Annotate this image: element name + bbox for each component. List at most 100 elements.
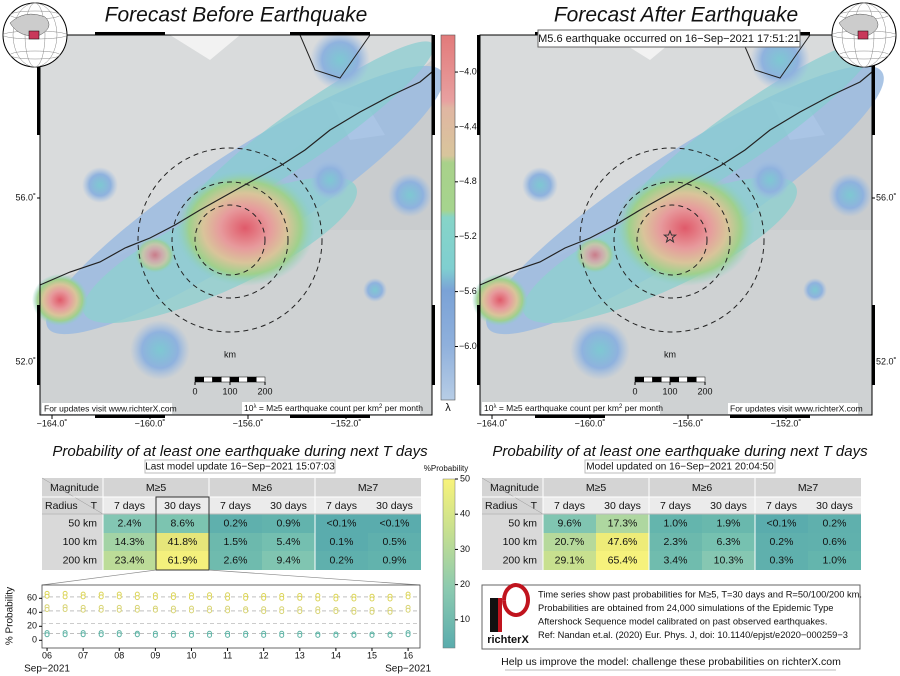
map-panel (32, 30, 444, 418)
row-label-bg (482, 514, 543, 533)
lon-tick-label: −160.0˚ (575, 418, 606, 428)
coastline (739, 34, 811, 79)
footnote-part: λ (493, 404, 496, 410)
probability-point (315, 609, 321, 615)
probability-cell (596, 514, 649, 533)
probability-point (405, 594, 411, 600)
highlight-column (155, 496, 210, 571)
probability-cell (315, 551, 368, 570)
globe-region (857, 30, 869, 40)
probability-point (279, 632, 285, 638)
header-radius: Radius (485, 500, 518, 512)
snow (170, 35, 240, 60)
probability-value: 6.3% (717, 536, 741, 548)
footnote-part: 10 (244, 403, 254, 413)
map-panel (472, 30, 884, 418)
probability-point (188, 608, 194, 614)
probability-point (279, 595, 285, 601)
probability-value: 3.4% (664, 554, 688, 566)
probability-value: 23.4% (115, 554, 145, 566)
probability-value: 2.6% (224, 554, 248, 566)
probability-cell (103, 551, 156, 570)
probability-point (98, 632, 104, 638)
probability-value: 8.6% (171, 517, 195, 529)
scale-label: 200 (257, 386, 272, 396)
x-tick-label: 11 (223, 650, 232, 660)
probability-value: 2.3% (664, 536, 688, 548)
lon-tick-label: −156.0˚ (673, 418, 704, 428)
lambda-colorbar (440, 34, 456, 401)
probability-point (80, 632, 86, 638)
colorbar-tick-label: −5.2 (459, 231, 477, 241)
probability-value: 0.1% (330, 536, 354, 548)
probability-value: 14.3% (115, 536, 145, 548)
probability-cell (808, 533, 861, 551)
footnote-box (242, 402, 420, 414)
probability-cell (156, 551, 209, 570)
info-box (481, 584, 861, 650)
colorbar-tick-label: −4.0 (459, 66, 477, 76)
scale-segment (669, 376, 679, 383)
header-days: 7 days (554, 500, 585, 512)
scale-unit: km (224, 349, 236, 359)
scale-segment (687, 376, 697, 383)
hazard-hotspot (135, 237, 175, 273)
header-magnitude-class: M≥7 (358, 482, 379, 494)
probability-point (44, 607, 50, 612)
scale-segment (212, 376, 222, 383)
frame-bar (95, 415, 165, 418)
scale-segment (194, 376, 204, 383)
probability-value: 5.4% (277, 536, 301, 548)
x-tick-label: 12 (259, 650, 269, 660)
update-box (144, 459, 336, 474)
footnote: 10λ = M≥5 earthquake count per km2 per m… (484, 403, 663, 413)
row-label: 100 km (503, 536, 538, 548)
row-label: 200 km (63, 554, 98, 566)
probability-point (188, 595, 194, 601)
probability-point (134, 607, 140, 613)
lat-tick-label: 56.0˚ (15, 192, 36, 202)
x-tick-label: 16 (403, 650, 413, 660)
footnote-part: per month (382, 403, 423, 413)
header-magnitude: Magnitude (490, 482, 539, 494)
colorbar-tick-label: −4.4 (459, 121, 477, 131)
probability-cell (596, 533, 649, 551)
x-tick-label: 06 (42, 650, 52, 660)
header-days: 7 days (326, 500, 357, 512)
probability-point (207, 608, 213, 614)
probability-point (134, 632, 140, 638)
header-magnitude-class: M≥6 (692, 482, 713, 494)
probability-value: 61.9% (168, 554, 198, 566)
probability-cell (755, 551, 808, 570)
globe-land (838, 13, 879, 36)
footnote-part: = M≥5 earthquake count per km (256, 403, 379, 413)
distance-ring (194, 204, 266, 276)
probability-point (333, 632, 339, 638)
x-tick-label: 07 (78, 650, 88, 660)
y-tick-label: 60 (27, 593, 37, 603)
row-label: 100 km (63, 536, 98, 548)
probability-point (188, 632, 194, 638)
scale-segment (221, 376, 231, 383)
probability-value: 41.8% (168, 536, 198, 548)
probability-value: 0.2% (770, 536, 794, 548)
row-label: 50 km (508, 517, 537, 529)
lat-tick-label: 52.0˚ (876, 356, 897, 366)
hazard-blob (803, 278, 827, 302)
probability-value: <0.1% (766, 517, 796, 529)
hazard-blob (310, 160, 350, 200)
header-t: T (531, 500, 538, 512)
scale-label: 0 (632, 386, 637, 396)
footer-url: For updates visit www.richterX.com (730, 403, 863, 413)
footer-box (728, 403, 858, 414)
probability-value: 0.9% (383, 554, 407, 566)
probability-point (297, 595, 303, 601)
probability-cell (755, 533, 808, 551)
hazard-hotspot (175, 170, 315, 286)
x-tick-label: 15 (367, 650, 377, 660)
probability-value: 0.9% (277, 517, 301, 529)
probability-cell (702, 533, 755, 551)
probability-point (170, 595, 176, 601)
colorbar-tick-label: −5.6 (459, 286, 477, 296)
